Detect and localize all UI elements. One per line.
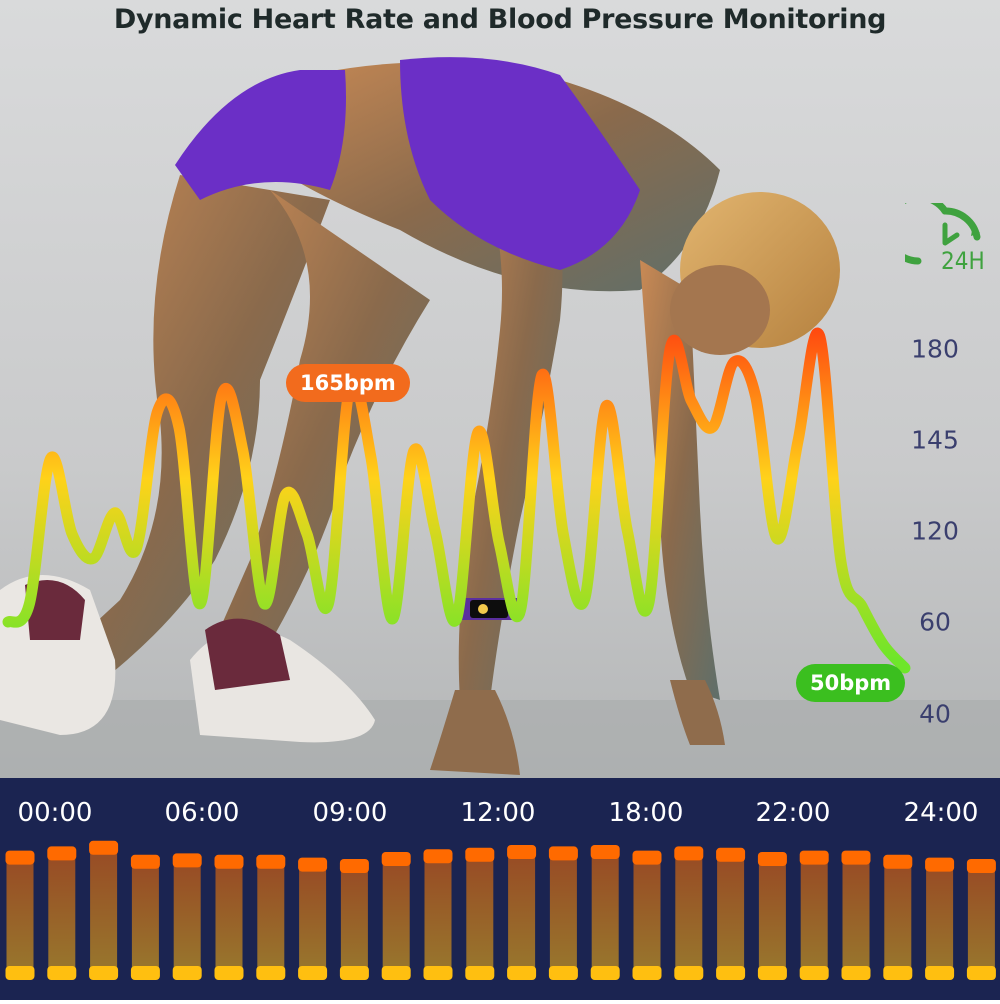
x-tick-label: 24:00 [903, 798, 979, 828]
hour-bar [590, 845, 620, 980]
heart-rate-line [2, 327, 911, 674]
hour-bar [256, 854, 286, 980]
x-tick-label: 22:00 [755, 798, 831, 828]
hour-bar [130, 854, 160, 980]
hour-bar [214, 854, 244, 980]
hour-bar [883, 854, 913, 980]
hour-bar [5, 850, 35, 980]
hour-bar [966, 859, 996, 980]
y-tick-label: 180 [911, 334, 959, 364]
hour-bar [172, 853, 202, 980]
hour-bar [548, 846, 578, 980]
y-tick-label: 145 [911, 425, 959, 455]
hour-bar [632, 850, 662, 980]
y-tick-label: 40 [919, 699, 951, 729]
hour-bar [925, 857, 955, 980]
hour-bar [89, 840, 119, 980]
clock-icon [905, 203, 981, 265]
daily-bars-panel [0, 778, 1000, 1000]
clock-label: 24H [941, 247, 985, 275]
page-title: Dynamic Heart Rate and Blood Pressure Mo… [113, 4, 887, 35]
y-tick-label: 60 [919, 607, 951, 637]
heart-rate-chart [2, 327, 911, 674]
hour-bar [674, 846, 704, 980]
hour-bar [339, 859, 369, 980]
hour-bar [799, 850, 829, 980]
x-tick-label: 12:00 [460, 798, 536, 828]
hour-bar [298, 857, 328, 980]
x-tick-label: 09:00 [312, 798, 388, 828]
hour-bar [47, 846, 77, 980]
hour-bar [757, 852, 787, 980]
y-tick-label: 120 [911, 516, 959, 546]
hour-bar [381, 852, 411, 980]
max-heart-rate-badge: 165bpm [286, 364, 410, 402]
hour-bar [841, 850, 871, 980]
hour-bar [465, 847, 495, 980]
x-tick-label: 18:00 [608, 798, 684, 828]
min-heart-rate-badge: 50bpm [796, 664, 906, 702]
hour-bar [716, 847, 746, 980]
hour-bar [423, 849, 453, 980]
x-tick-label: 06:00 [164, 798, 240, 828]
x-tick-label: 00:00 [17, 798, 93, 828]
hour-bar [507, 845, 537, 980]
